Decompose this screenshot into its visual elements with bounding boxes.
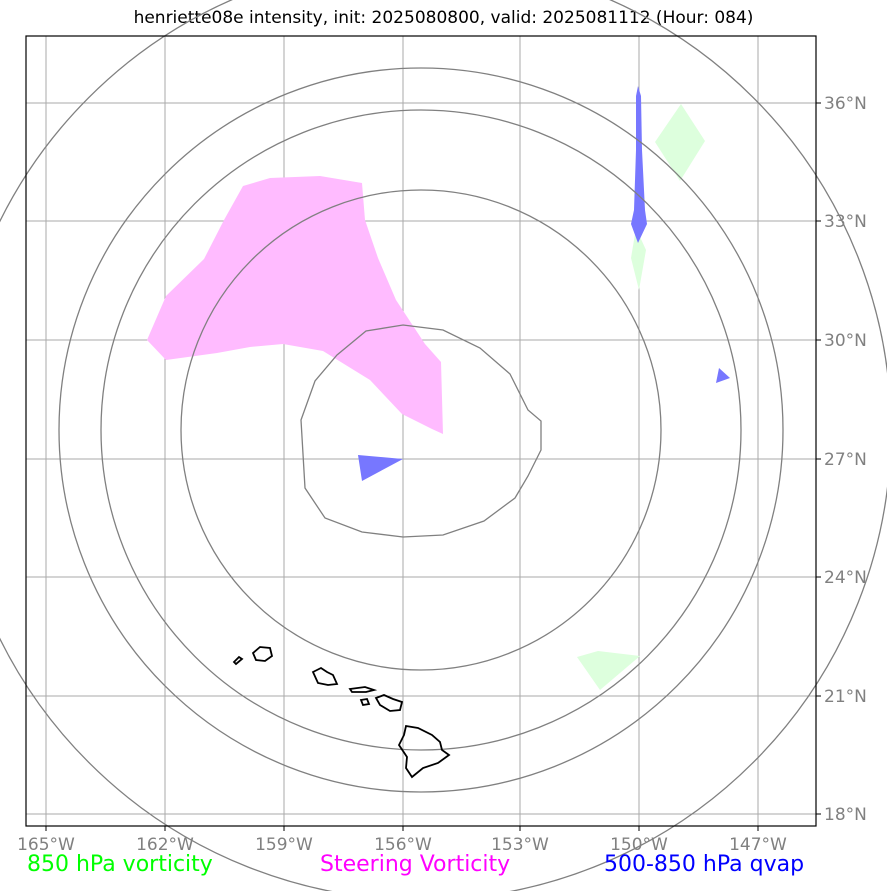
qvap-area-east bbox=[716, 368, 730, 383]
hawaii-coastline bbox=[232, 646, 451, 779]
y-tick-label: 24°N bbox=[824, 568, 867, 588]
steering-vorticity-area bbox=[147, 176, 443, 434]
legend-qvap: 500-850 hPa qvap bbox=[604, 852, 805, 877]
island-kauai bbox=[251, 646, 274, 662]
qvap-area-center bbox=[358, 455, 403, 481]
range-ring-2 bbox=[180, 189, 662, 671]
range-ring-1 bbox=[300, 324, 542, 538]
longitude-gridlines bbox=[45, 36, 759, 826]
qvap-area-north bbox=[631, 86, 647, 243]
island-maui bbox=[374, 694, 404, 712]
island-hawaii bbox=[397, 724, 451, 779]
range-ring-4 bbox=[58, 67, 784, 793]
legend-steering-vorticity: Steering Vorticity bbox=[320, 852, 511, 877]
tick-marks bbox=[45, 102, 821, 831]
x-tick-label: 156°W bbox=[374, 835, 432, 855]
island-niihau bbox=[232, 655, 244, 666]
legend-850-vorticity: 850 hPa vorticity bbox=[27, 852, 213, 877]
island-lanai bbox=[359, 697, 371, 707]
island-molokai bbox=[348, 686, 378, 693]
y-tick-label: 27°N bbox=[824, 450, 867, 470]
y-tick-label: 33°N bbox=[824, 212, 867, 232]
range-ring-3 bbox=[100, 109, 742, 751]
y-tick-label: 30°N bbox=[824, 331, 867, 351]
y-tick-label: 36°N bbox=[824, 94, 867, 114]
island-oahu bbox=[311, 666, 339, 686]
vorticity-850-area-north bbox=[655, 104, 705, 181]
vorticity-850-area-south bbox=[577, 651, 640, 690]
x-tick-label: 165°W bbox=[17, 835, 75, 855]
x-tick-label: 147°W bbox=[729, 835, 787, 855]
x-tick-label: 153°W bbox=[491, 835, 549, 855]
vorticity-850-area-small bbox=[631, 228, 646, 290]
x-tick-label: 162°W bbox=[136, 835, 194, 855]
x-tick-label: 150°W bbox=[610, 835, 668, 855]
map-frame bbox=[25, 35, 817, 827]
y-tick-label: 21°N bbox=[824, 687, 867, 707]
x-tick-label: 159°W bbox=[255, 835, 313, 855]
y-tick-label: 18°N bbox=[824, 805, 867, 825]
map-title: henriette08e intensity, init: 2025080800… bbox=[133, 8, 754, 28]
